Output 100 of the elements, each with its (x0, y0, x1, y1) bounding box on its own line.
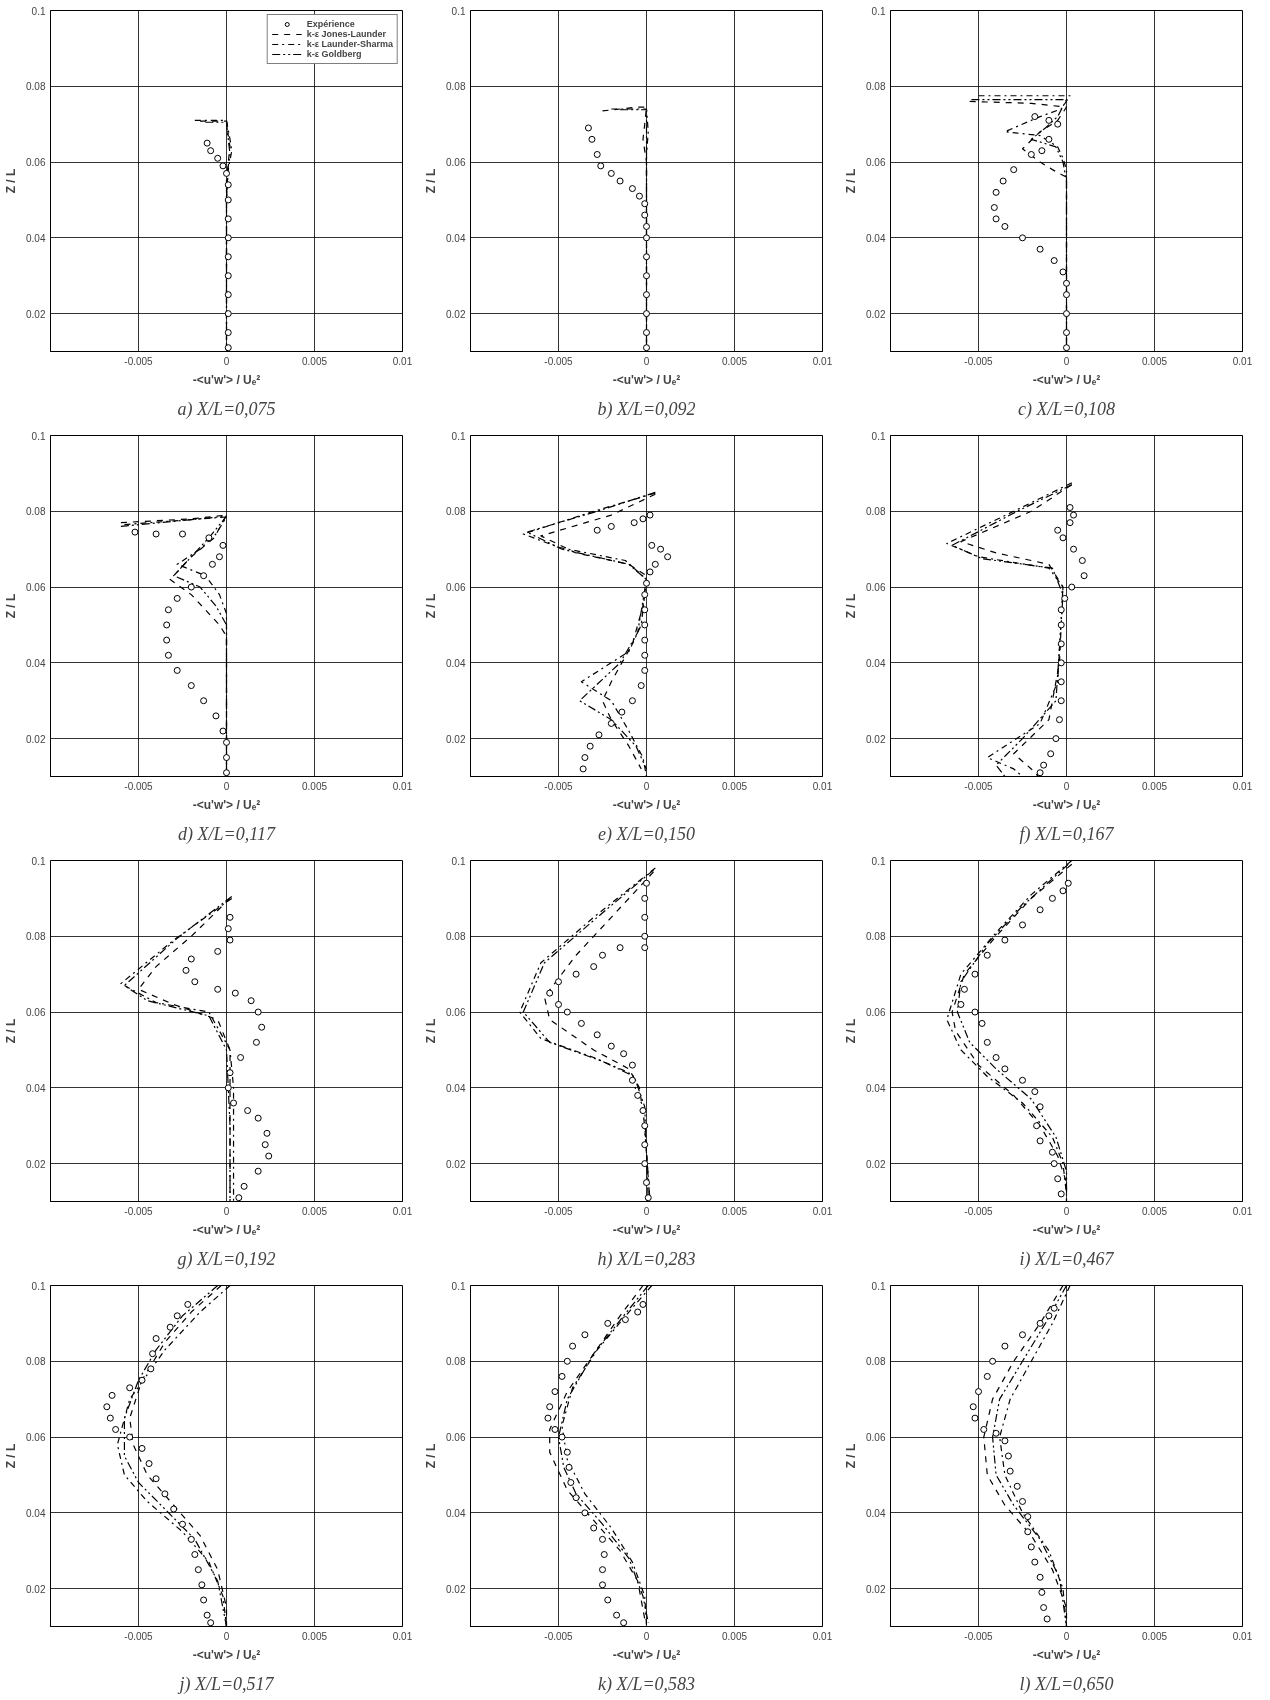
x-tick-label: 0.005 (1141, 780, 1168, 792)
x-tick-label: 0 (643, 355, 650, 367)
y-tick-label: 0.1 (871, 430, 886, 442)
x-tick-label: -0.005 (544, 1205, 574, 1217)
x-tick-label: 0 (1063, 1630, 1070, 1642)
x-tick-label: 0 (643, 1205, 650, 1217)
x-tick-label: 0.01 (1232, 355, 1253, 367)
y-tick-label: 0.08 (26, 81, 46, 93)
legend-label: Expérience (306, 19, 355, 29)
y-tick-label: 0.08 (866, 81, 886, 93)
x-tick-label: 0 (1063, 1205, 1070, 1217)
y-tick-label: 0.04 (26, 232, 46, 244)
y-tick-label: 0.02 (26, 1583, 46, 1595)
y-tick-label: 0.06 (446, 157, 466, 169)
text: c) X/L=0,108 (1017, 398, 1116, 420)
y-axis-title: Z / L (4, 1443, 19, 1469)
x-tick-label: -0.005 (124, 355, 154, 367)
x-tick-label: 0.01 (812, 1630, 833, 1642)
y-axis-title: Z / L (424, 168, 439, 194)
y-tick-label: 0.08 (26, 931, 46, 943)
x-axis-title: -<u'w'> / Uₑ² (192, 1647, 261, 1662)
x-tick-label: 0.01 (812, 355, 833, 367)
y-tick-label: 0.1 (31, 1280, 46, 1292)
y-tick-label: 0.04 (866, 1507, 886, 1519)
x-tick-label: -0.005 (964, 780, 994, 792)
y-tick-label: 0.04 (866, 1082, 886, 1094)
y-tick-label: 0.06 (866, 1432, 886, 1444)
x-tick-label: 0.005 (301, 780, 328, 792)
y-tick-label: 0.06 (866, 157, 886, 169)
y-tick-label: 0.04 (446, 1082, 466, 1094)
y-axis-title: Z / L (4, 168, 19, 194)
y-axis-title: Z / L (844, 1018, 859, 1044)
x-tick-label: 0.005 (721, 1630, 748, 1642)
x-tick-label: 0.005 (301, 1205, 328, 1217)
y-tick-label: 0.02 (26, 308, 46, 320)
x-tick-label: 0.01 (1232, 780, 1253, 792)
x-tick-label: 0 (223, 1205, 230, 1217)
x-tick-label: 0.01 (392, 780, 413, 792)
x-tick-label: 0 (643, 780, 650, 792)
x-tick-label: 0 (223, 1630, 230, 1642)
y-tick-label: 0.08 (26, 506, 46, 518)
y-tick-label: 0.06 (446, 582, 466, 594)
y-tick-label: 0.04 (866, 232, 886, 244)
x-tick-label: 0.005 (721, 1205, 748, 1217)
text: j) X/L=0,517 (177, 1673, 275, 1695)
x-tick-label: 0 (1063, 780, 1070, 792)
y-tick-label: 0.06 (26, 157, 46, 169)
text: i) X/L=0,467 (1019, 1248, 1115, 1270)
x-axis-title: -<u'w'> / Uₑ² (612, 797, 681, 812)
x-tick-label: -0.005 (544, 355, 574, 367)
y-tick-label: 0.04 (26, 657, 46, 669)
y-tick-label: 0.06 (26, 582, 46, 594)
y-tick-label: 0.02 (446, 733, 466, 745)
x-axis-title: -<u'w'> / Uₑ² (192, 1222, 261, 1237)
x-tick-label: -0.005 (544, 780, 574, 792)
y-tick-label: 0.02 (866, 733, 886, 745)
x-tick-label: -0.005 (124, 780, 154, 792)
y-axis-title: Z / L (844, 168, 859, 194)
x-axis-title: -<u'w'> / Uₑ² (192, 372, 261, 387)
x-tick-label: 0.005 (721, 780, 748, 792)
x-axis-title: -<u'w'> / Uₑ² (612, 372, 681, 387)
y-tick-label: 0.02 (26, 733, 46, 745)
x-tick-label: 0.01 (812, 780, 833, 792)
text: e) X/L=0,150 (597, 823, 696, 845)
y-tick-label: 0.1 (451, 5, 466, 17)
x-axis-title: -<u'w'> / Uₑ² (1032, 797, 1101, 812)
y-tick-label: 0.02 (866, 308, 886, 320)
y-tick-label: 0.04 (26, 1082, 46, 1094)
y-tick-label: 0.04 (446, 1507, 466, 1519)
text: g) X/L=0,192 (177, 1248, 276, 1270)
y-tick-label: 0.08 (866, 1356, 886, 1368)
y-tick-label: 0.02 (446, 1158, 466, 1170)
y-tick-label: 0.06 (866, 1007, 886, 1019)
y-tick-label: 0.02 (866, 1583, 886, 1595)
x-tick-label: 0 (643, 1630, 650, 1642)
y-tick-label: 0.1 (31, 855, 46, 867)
y-axis-title: Z / L (424, 593, 439, 619)
y-tick-label: 0.08 (446, 1356, 466, 1368)
y-tick-label: 0.04 (866, 657, 886, 669)
y-tick-label: 0.08 (866, 931, 886, 943)
text: l) X/L=0,650 (1019, 1673, 1114, 1695)
y-tick-label: 0.06 (866, 582, 886, 594)
y-tick-label: 0.08 (446, 506, 466, 518)
y-tick-label: 0.06 (446, 1007, 466, 1019)
x-tick-label: 0.005 (1141, 1630, 1168, 1642)
y-axis-title: Z / L (4, 1018, 19, 1044)
x-axis-title: -<u'w'> / Uₑ² (1032, 1647, 1101, 1662)
x-tick-label: 0.005 (1141, 355, 1168, 367)
y-tick-label: 0.04 (446, 232, 466, 244)
y-tick-label: 0.1 (871, 1280, 886, 1292)
y-tick-label: 0.04 (26, 1507, 46, 1519)
x-tick-label: -0.005 (964, 1205, 994, 1217)
x-tick-label: 0.01 (1232, 1630, 1253, 1642)
legend-label: k-ε Jones-Launder (306, 29, 386, 39)
x-tick-label: -0.005 (964, 1630, 994, 1642)
legend-label: k-ε Goldberg (306, 49, 362, 59)
x-tick-label: 0.005 (1141, 1205, 1168, 1217)
y-tick-label: 0.1 (871, 855, 886, 867)
y-tick-label: 0.08 (866, 506, 886, 518)
x-axis-title: -<u'w'> / Uₑ² (612, 1647, 681, 1662)
